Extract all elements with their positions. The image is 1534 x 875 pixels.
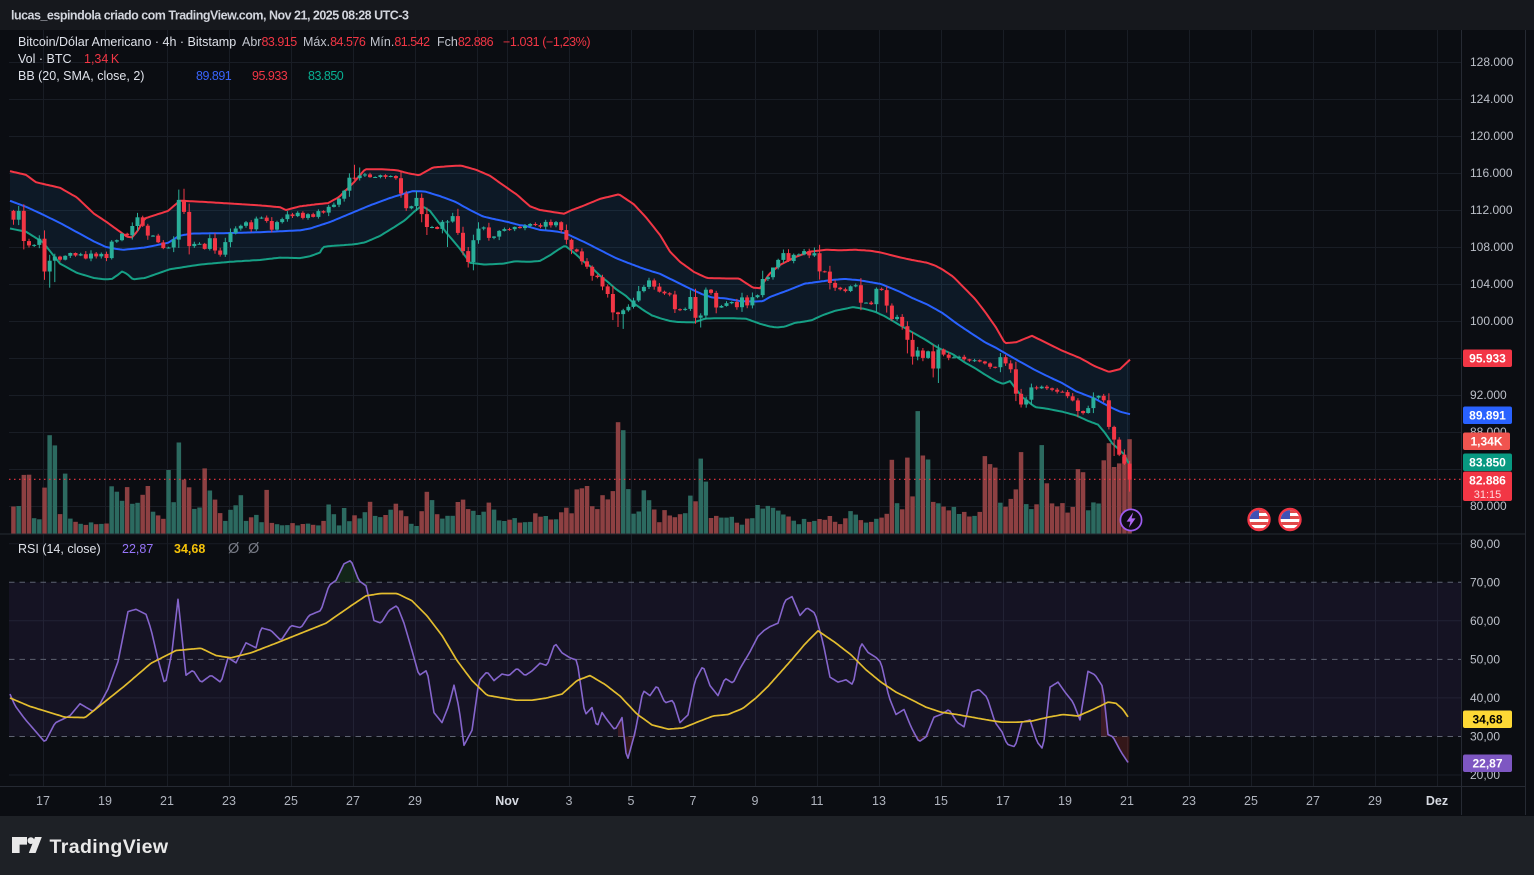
svg-text:21: 21 xyxy=(1120,794,1134,808)
svg-text:82.886: 82.886 xyxy=(1469,473,1506,487)
svg-text:89.891: 89.891 xyxy=(1469,408,1506,422)
svg-text:Dez: Dez xyxy=(1426,794,1448,808)
svg-text:60,00: 60,00 xyxy=(1470,614,1500,628)
svg-text:80.000: 80.000 xyxy=(1470,499,1507,513)
svg-text:5: 5 xyxy=(628,794,635,808)
svg-text:9: 9 xyxy=(752,794,759,808)
svg-text:27: 27 xyxy=(346,794,360,808)
svg-text:3: 3 xyxy=(566,794,573,808)
svg-text:23: 23 xyxy=(1182,794,1196,808)
svg-text:50,00: 50,00 xyxy=(1470,652,1500,666)
svg-text:1,34K: 1,34K xyxy=(1470,434,1502,448)
svg-text:112.000: 112.000 xyxy=(1470,203,1513,217)
svg-text:19: 19 xyxy=(1058,794,1072,808)
svg-text:30,00: 30,00 xyxy=(1470,730,1500,744)
svg-text:23: 23 xyxy=(222,794,236,808)
svg-text:25: 25 xyxy=(284,794,298,808)
svg-text:7: 7 xyxy=(690,794,697,808)
svg-text:116.000: 116.000 xyxy=(1470,166,1513,180)
svg-text:29: 29 xyxy=(1368,794,1382,808)
svg-text:Nov: Nov xyxy=(495,794,519,808)
svg-text:120.000: 120.000 xyxy=(1470,129,1514,143)
svg-text:128.000: 128.000 xyxy=(1470,55,1514,69)
svg-text:40,00: 40,00 xyxy=(1470,691,1500,705)
svg-text:15: 15 xyxy=(934,794,948,808)
svg-text:25: 25 xyxy=(1244,794,1258,808)
svg-text:19: 19 xyxy=(98,794,112,808)
svg-text:83.850: 83.850 xyxy=(1469,455,1506,469)
svg-text:29: 29 xyxy=(408,794,422,808)
svg-text:22,87: 22,87 xyxy=(1472,757,1502,771)
svg-text:80,00: 80,00 xyxy=(1470,537,1500,551)
svg-text:70,00: 70,00 xyxy=(1470,575,1500,589)
svg-text:lucas_espindola criado com Tra: lucas_espindola criado com TradingView.c… xyxy=(11,9,409,23)
svg-text:100.000: 100.000 xyxy=(1470,314,1514,328)
svg-text:11: 11 xyxy=(811,794,824,808)
svg-text:13: 13 xyxy=(872,794,886,808)
svg-text:Bitcoin/Dólar Americano · 4h ·: Bitcoin/Dólar Americano · 4h · Bitstamp A… xyxy=(18,35,590,49)
svg-text:124.000: 124.000 xyxy=(1470,92,1514,106)
svg-text:104.000: 104.000 xyxy=(1470,277,1514,291)
svg-text:34,68: 34,68 xyxy=(1472,713,1502,727)
svg-text:31:15: 31:15 xyxy=(1474,489,1502,501)
svg-text:27: 27 xyxy=(1306,794,1320,808)
svg-text:17: 17 xyxy=(996,794,1010,808)
svg-text:95.933: 95.933 xyxy=(1469,351,1506,365)
svg-text:21: 21 xyxy=(160,794,174,808)
svg-text:17: 17 xyxy=(36,794,50,808)
svg-text:TradingView: TradingView xyxy=(50,836,169,858)
svg-text:92.000: 92.000 xyxy=(1470,388,1507,402)
svg-text:108.000: 108.000 xyxy=(1470,240,1514,254)
